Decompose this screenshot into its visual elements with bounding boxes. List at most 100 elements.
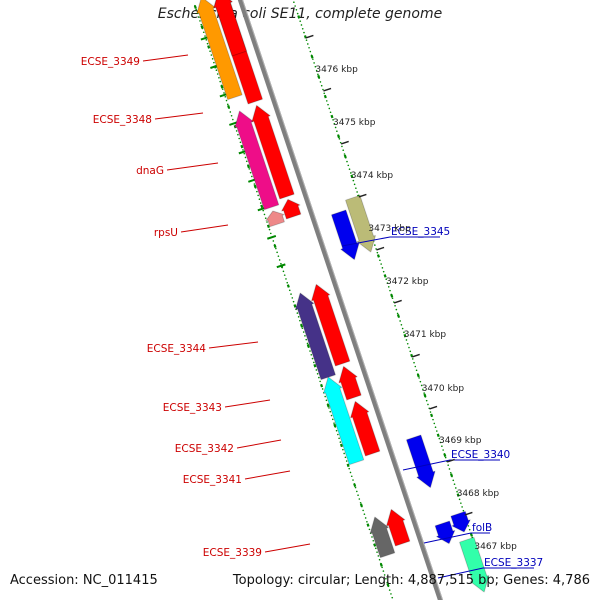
rail-dot: [302, 331, 305, 333]
rail-dot: [390, 293, 393, 296]
kbp-tick: [376, 246, 385, 251]
rail-dot: [374, 244, 376, 246]
rail-dot: [422, 388, 424, 391]
rail-dot: [316, 372, 319, 375]
gene-arrow: [213, 0, 247, 57]
leader-line: [244, 470, 291, 480]
rail-dot: [235, 130, 238, 132]
rail-dot: [228, 107, 230, 109]
major-tick: [276, 263, 286, 269]
rail-dot: [386, 581, 388, 584]
rail-dot: [363, 513, 366, 515]
rail-dot: [220, 84, 223, 87]
rail-dot: [340, 445, 343, 447]
rail-dot: [300, 24, 303, 26]
rail-dot: [467, 525, 470, 527]
rail-dot: [320, 384, 323, 386]
rail-dot: [451, 475, 453, 478]
rail-dot: [381, 566, 383, 569]
rail-dot: [331, 115, 333, 117]
kbp-label: 3476 kbp: [315, 65, 358, 75]
rail-dot: [333, 422, 335, 424]
rail-dot: [347, 464, 349, 466]
rail-dot: [306, 43, 309, 45]
rail-dot: [306, 342, 309, 345]
rail-dot: [437, 434, 439, 436]
rail-dot: [413, 361, 415, 364]
rail-dot: [317, 73, 319, 76]
rail-dot: [436, 430, 438, 432]
kbp-tick: [305, 34, 314, 39]
rail-dot: [357, 494, 359, 497]
rail-dot: [195, 8, 197, 11]
rail-dot: [272, 240, 275, 242]
rail-dot: [367, 524, 369, 527]
gene-labels: ECSE_3349 ECSE_3348 dnaG rpsU ECSE_3344 ECSE_…: [81, 56, 544, 569]
rail-dot: [315, 69, 318, 72]
rail-dot: [336, 130, 338, 133]
gene-arrow: [311, 283, 351, 367]
rail-dot: [368, 528, 371, 531]
leader-line: [154, 112, 204, 120]
rail-dot: [329, 410, 332, 413]
kbp-tick: [464, 511, 473, 516]
rail-dot: [395, 308, 398, 311]
rail-dot: [381, 267, 384, 269]
rail-dot: [419, 380, 422, 383]
kbp-label: 3469 kbp: [439, 436, 482, 446]
rail-dot: [247, 164, 249, 166]
rail-dot: [318, 77, 320, 79]
gene-label-left: ECSE_3341: [183, 474, 242, 486]
rail-dot: [353, 183, 356, 186]
rail-dot: [438, 437, 441, 440]
rail-dot: [310, 354, 313, 356]
leader-line: [208, 341, 259, 349]
rail-dot: [342, 149, 345, 152]
rail-dot: [315, 369, 318, 371]
rail-dot: [290, 293, 292, 295]
rail-dot: [245, 160, 248, 163]
rail-dot: [356, 191, 358, 193]
rail-dot: [334, 426, 337, 428]
rail-dot: [267, 224, 270, 227]
rail-dot: [351, 175, 353, 178]
rail-dot: [297, 316, 300, 318]
rail-dot: [457, 494, 460, 497]
rail-dot: [411, 358, 414, 360]
kbp-scale: 3476 kbp 3475 kbp 3474 kbp 3473 kbp 3472 kbp…: [305, 34, 517, 552]
rail-dot: [399, 320, 401, 322]
rail-dot: [262, 209, 265, 212]
rail-dot: [200, 23, 203, 26]
rail-dot: [213, 61, 215, 64]
rail-dot: [269, 232, 272, 235]
rail-dot: [223, 92, 225, 94]
rail-dot: [396, 312, 399, 315]
rail-dot: [359, 502, 362, 504]
rail-dot: [230, 114, 233, 117]
leader-line: [402, 459, 500, 471]
rail-dot: [314, 365, 316, 367]
gene-label-left: ECSE_3349: [81, 56, 140, 68]
gene-arrow: [369, 516, 396, 558]
rail-dot: [258, 198, 261, 201]
genome-backbone: [237, 0, 444, 600]
rail-dot: [224, 95, 227, 98]
rail-dot: [294, 5, 296, 7]
rail-dot: [377, 555, 380, 557]
rail-dot: [248, 168, 251, 170]
gene-arrow: [345, 195, 376, 253]
gene-arrow: [406, 434, 436, 489]
gene-label-left: ECSE_3348: [93, 114, 152, 126]
rail-dot: [215, 69, 218, 72]
rail-dot: [461, 506, 463, 508]
rail-dot: [311, 357, 314, 360]
rail-dot: [322, 88, 324, 91]
rail-dot: [349, 471, 352, 474]
rail-dot: [249, 171, 252, 174]
gene-label-right: ECSE_3337: [484, 557, 543, 569]
gene-arrow: [196, 0, 243, 100]
rail-dot: [327, 103, 329, 106]
rail-dot: [385, 278, 388, 281]
rail-dot: [209, 50, 211, 53]
rail-dot: [372, 539, 375, 542]
